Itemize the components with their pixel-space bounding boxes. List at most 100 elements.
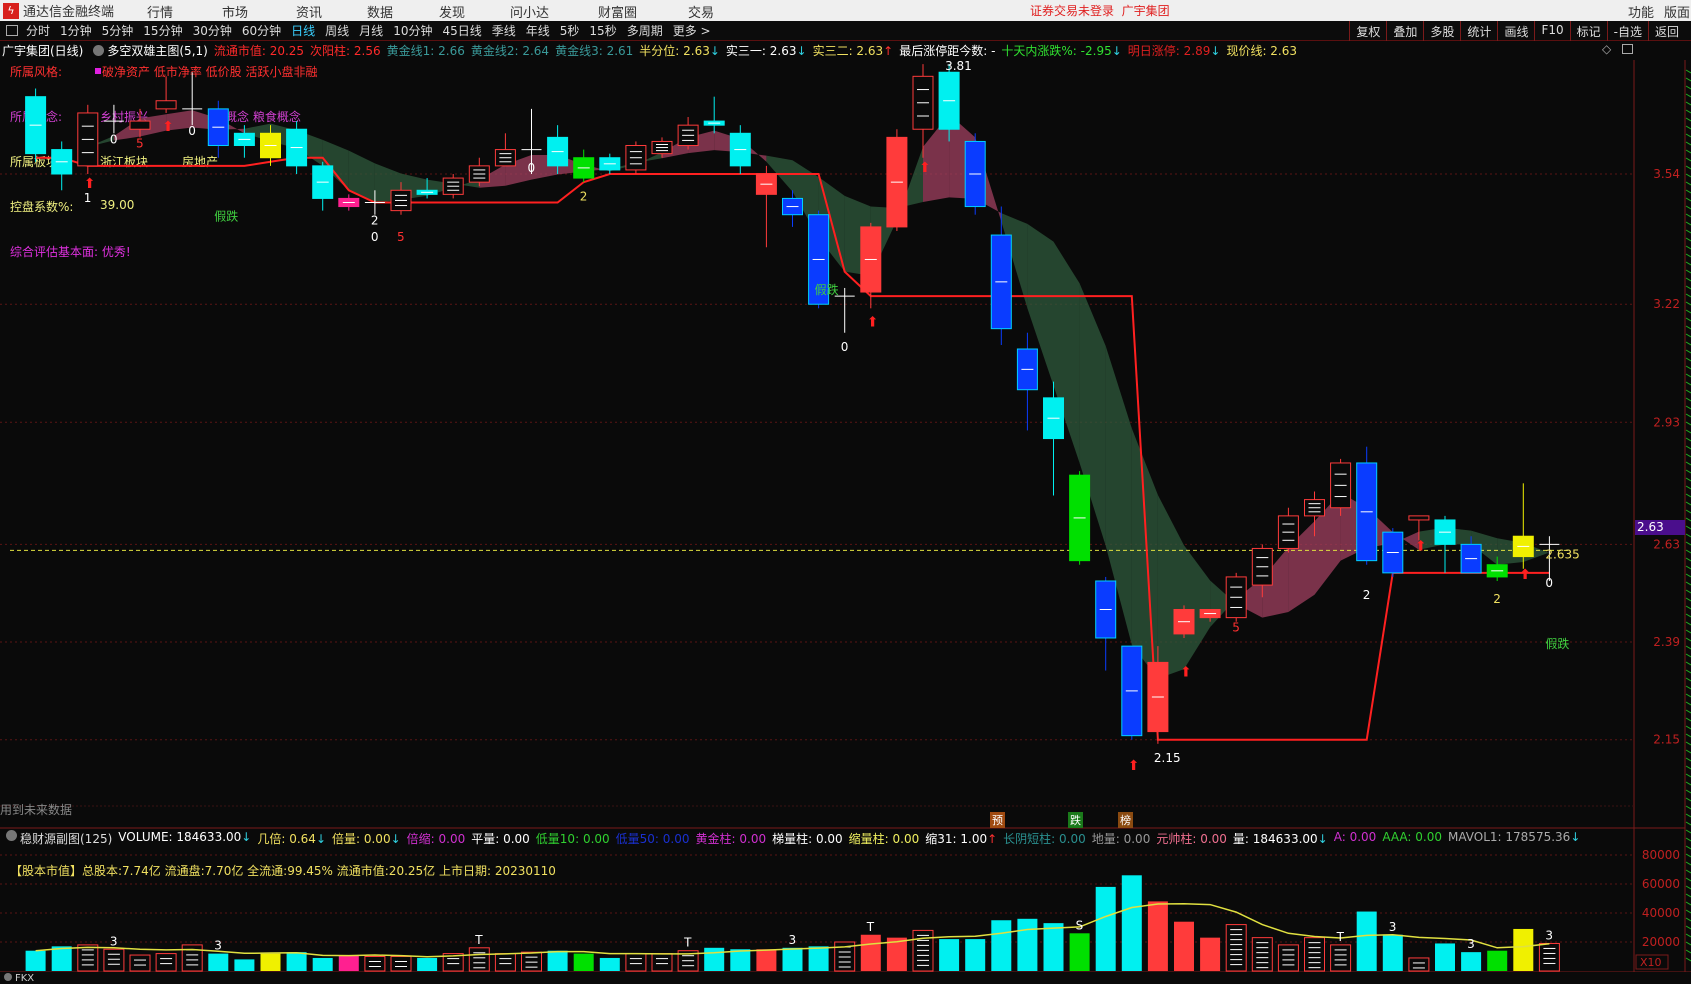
- indicator-value: 梯量柱: 0.00: [772, 830, 843, 847]
- period-tab[interactable]: 分时: [26, 24, 51, 38]
- cloud-pink: [740, 138, 767, 162]
- menu-zixun[interactable]: 资讯: [296, 6, 323, 21]
- indicator-menu-icon[interactable]: [4, 973, 12, 981]
- volume-bar: [860, 934, 881, 971]
- menu-gongneng[interactable]: 功能: [1628, 6, 1655, 21]
- period-tab[interactable]: 15分钟: [143, 24, 183, 38]
- toolbar-button[interactable]: -自选: [1606, 21, 1648, 41]
- toolbar-button[interactable]: 多股: [1423, 21, 1460, 41]
- panel-toggle-icon[interactable]: [6, 25, 18, 36]
- period-tab[interactable]: 10分钟: [393, 24, 433, 38]
- period-tab[interactable]: 5秒: [559, 24, 580, 38]
- indicator-value: 2.66: [438, 43, 465, 58]
- cloud-green: [1471, 530, 1498, 565]
- menu-shichang[interactable]: 市场: [222, 6, 249, 21]
- period-tab[interactable]: 15秒: [589, 24, 617, 38]
- indicator-label: 梯量柱:: [772, 832, 816, 846]
- cloud-pink: [140, 114, 167, 137]
- period-tab[interactable]: 日线: [291, 24, 316, 38]
- scroll-strip-mark: [1685, 141, 1691, 146]
- chart-annotation: ⬆: [84, 176, 96, 192]
- indicator-value: 2.63: [769, 43, 797, 58]
- volume-bar: [1461, 952, 1482, 971]
- chart-annotation: 5: [397, 230, 405, 244]
- toolbar-button[interactable]: 叠加: [1386, 21, 1423, 41]
- chart-annotation: 0: [1545, 576, 1553, 590]
- bottom-indicator-name[interactable]: FKX: [15, 973, 35, 984]
- sub-indicator-menu-icon[interactable]: [6, 830, 17, 841]
- volume-bar: [1043, 923, 1064, 971]
- volume-bar: [1095, 886, 1116, 971]
- candle: [964, 133, 986, 215]
- scroll-strip-mark: [1685, 725, 1691, 730]
- scroll-strip-mark: [1685, 821, 1691, 826]
- candle: [729, 125, 751, 174]
- menu-wenxiaoda[interactable]: 问小达: [510, 6, 550, 21]
- period-tab[interactable]: 30分钟: [192, 24, 232, 38]
- period-tab[interactable]: 5分钟: [101, 24, 134, 38]
- menu-caifuquan[interactable]: 财富圈: [598, 6, 638, 21]
- period-tab[interactable]: 季线: [491, 24, 516, 38]
- candle: [547, 125, 569, 174]
- toolbar-button[interactable]: 返回: [1647, 21, 1685, 41]
- scroll-strip-mark: [1685, 877, 1691, 882]
- menu-hangqing[interactable]: 行情: [147, 6, 174, 21]
- menu-faxian[interactable]: 发现: [439, 6, 466, 21]
- period-tab[interactable]: 年线: [525, 24, 550, 38]
- period-tab[interactable]: 1分钟: [60, 24, 92, 38]
- period-tab[interactable]: 45日线: [442, 24, 482, 38]
- toolbar-button[interactable]: 复权: [1349, 21, 1386, 41]
- layout-toggle-icon[interactable]: [1622, 44, 1633, 54]
- scroll-strip-mark: [1685, 237, 1691, 242]
- scroll-strip-mark: [1685, 781, 1691, 786]
- volume-bar: [651, 953, 673, 972]
- scroll-strip-mark: [1685, 253, 1691, 258]
- badge-die[interactable]: 跌: [1068, 812, 1083, 828]
- indicator-value: 178575.36: [1505, 830, 1571, 844]
- menu-banmian[interactable]: 版面: [1664, 6, 1691, 21]
- scroll-strip-mark: [1685, 773, 1691, 778]
- candle: [129, 108, 151, 138]
- badge-bang[interactable]: 榜: [1118, 812, 1133, 828]
- candle: [677, 117, 699, 150]
- menu-shuju[interactable]: 数据: [367, 6, 394, 21]
- indicator-value: 184633.00: [176, 830, 242, 844]
- scroll-strip-mark: [1685, 893, 1691, 898]
- volume-bar: [417, 957, 438, 971]
- period-tab[interactable]: 周线: [325, 24, 350, 38]
- scroll-strip-mark: [1685, 509, 1691, 514]
- scroll-strip-mark: [1685, 93, 1691, 98]
- toolbar-button[interactable]: 标记: [1569, 21, 1607, 41]
- period-tab[interactable]: 更多 >: [672, 24, 711, 38]
- scroll-strip-mark: [1685, 477, 1691, 482]
- scroll-strip-mark: [1685, 637, 1691, 642]
- indicator-name[interactable]: 多空双雄主图(5,1): [107, 43, 208, 58]
- volume-bar: [155, 953, 177, 972]
- diamond-icon[interactable]: ◇: [1602, 42, 1612, 56]
- period-tab[interactable]: 60分钟: [241, 24, 282, 38]
- toolbar-button[interactable]: 画线: [1497, 21, 1534, 41]
- scroll-strip-mark: [1685, 245, 1691, 250]
- sub-indicator-name[interactable]: 稳财源副图(125): [20, 832, 113, 846]
- indicator-value: 低量10: 0.00: [536, 830, 610, 847]
- chart-annotation: 2.635: [1545, 547, 1579, 561]
- badge-yu[interactable]: 预: [990, 812, 1005, 828]
- share-capital-info: 【股本市值】总股本:7.74亿 流通盘:7.70亿 全流通:99.45% 流通市…: [10, 864, 556, 878]
- chart-annotation: 2: [371, 214, 379, 228]
- period-tab[interactable]: 多周期: [626, 24, 663, 38]
- toolbar-button[interactable]: 统计: [1460, 21, 1497, 41]
- indicator-value: 2.63: [1270, 43, 1298, 58]
- volume-bar: [1538, 942, 1560, 972]
- period-tab[interactable]: 月线: [359, 24, 384, 38]
- candle: [1382, 528, 1404, 577]
- scroll-strip-mark: [1685, 757, 1691, 762]
- toolbar-button[interactable]: F10: [1534, 21, 1569, 41]
- candle: [573, 149, 595, 183]
- indicator-menu-icon[interactable]: [93, 44, 105, 56]
- login-status[interactable]: 证券交易未登录 广宇集团: [1030, 2, 1170, 19]
- indicator-value: 0.00: [1349, 830, 1377, 844]
- volume-bar: [939, 939, 960, 971]
- indicator-value: 半分位: 2.63↓: [639, 42, 720, 59]
- menu-jiaoyi[interactable]: 交易: [688, 6, 715, 21]
